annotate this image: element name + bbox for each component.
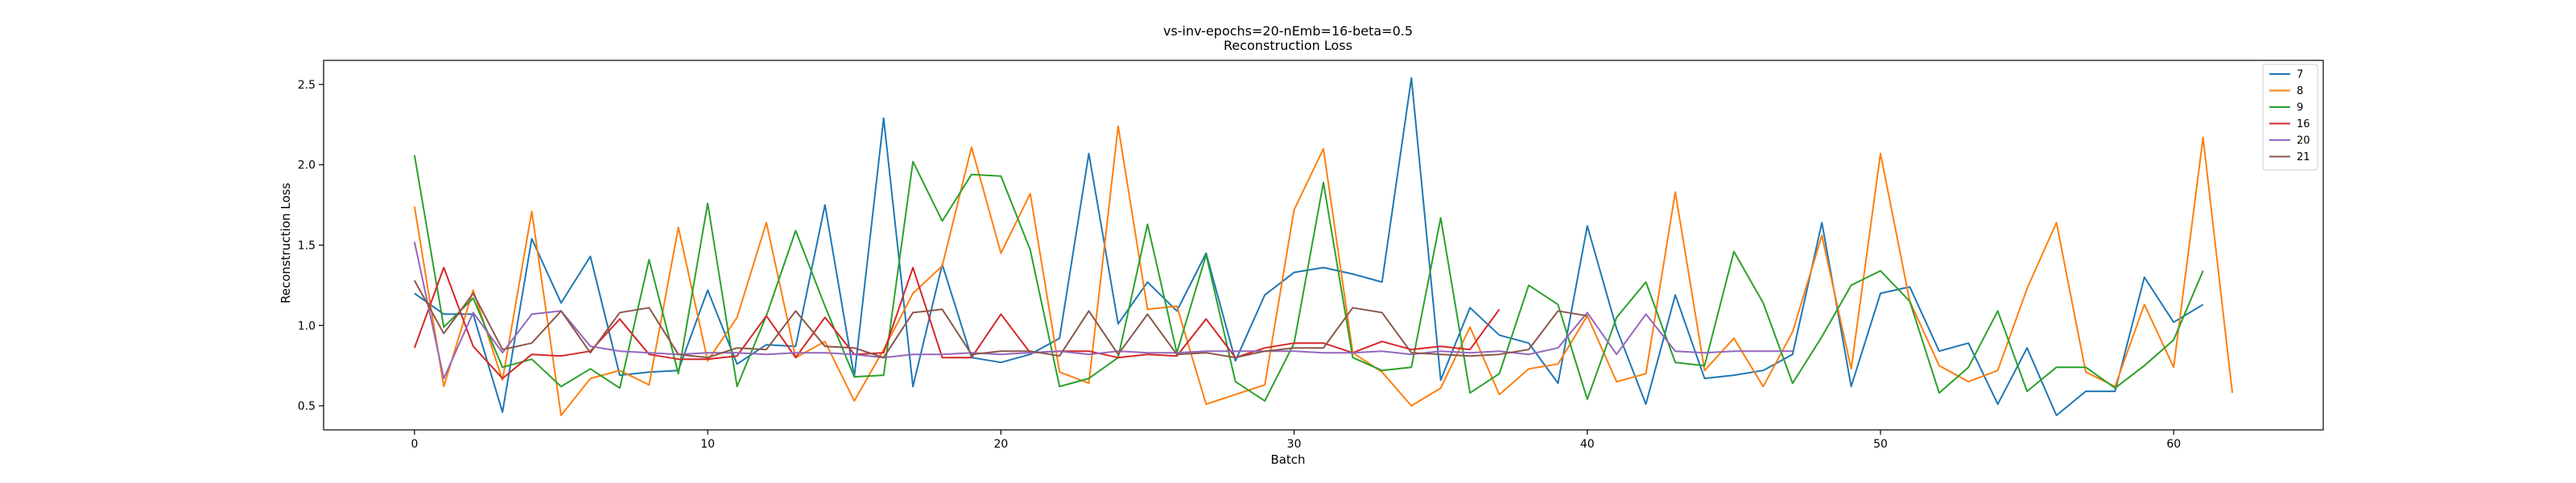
legend-label: 9 bbox=[2297, 102, 2303, 114]
series-line-21 bbox=[414, 279, 1587, 359]
x-tick-label: 50 bbox=[1873, 438, 1888, 451]
series-line-9 bbox=[413, 155, 2204, 402]
y-tick-label: 1.0 bbox=[298, 320, 316, 332]
x-tick-label: 10 bbox=[700, 438, 715, 451]
y-tick-label: 0.5 bbox=[298, 400, 316, 413]
series-line-20 bbox=[413, 242, 1793, 380]
chart-title: vs-inv-epochs=20-nEmb=16-beta=0.5 bbox=[1163, 23, 1413, 39]
legend-label: 16 bbox=[2297, 118, 2310, 130]
x-tick-label: 20 bbox=[993, 438, 1008, 451]
y-axis-label: Reconstruction Loss bbox=[279, 183, 293, 303]
x-tick-label: 60 bbox=[2166, 438, 2181, 451]
x-tick-label: 30 bbox=[1287, 438, 1302, 451]
y-tick-label: 2.5 bbox=[298, 79, 316, 92]
x-axis-label: Batch bbox=[1270, 452, 1305, 467]
legend: 7 8 9 16 20 21 bbox=[2262, 64, 2318, 171]
series-line-7 bbox=[414, 77, 2204, 416]
y-tick-label: 2.0 bbox=[298, 159, 316, 172]
legend-label: 21 bbox=[2297, 151, 2310, 163]
series-line-16 bbox=[413, 266, 1501, 380]
chart-subtitle: Reconstruction Loss bbox=[1224, 38, 1352, 53]
series-line-8 bbox=[413, 125, 2234, 416]
legend-label: 7 bbox=[2297, 69, 2303, 81]
y-tick-label: 1.5 bbox=[298, 240, 316, 253]
legend-label: 20 bbox=[2297, 135, 2310, 147]
x-tick-label: 40 bbox=[1580, 438, 1595, 451]
plot-area: 0 10 20 30 40 50 60 0.5 1.0 1.5 2.0 2.5 bbox=[298, 60, 2324, 451]
legend-label: 8 bbox=[2297, 85, 2303, 97]
x-tick-label: 0 bbox=[411, 438, 418, 451]
